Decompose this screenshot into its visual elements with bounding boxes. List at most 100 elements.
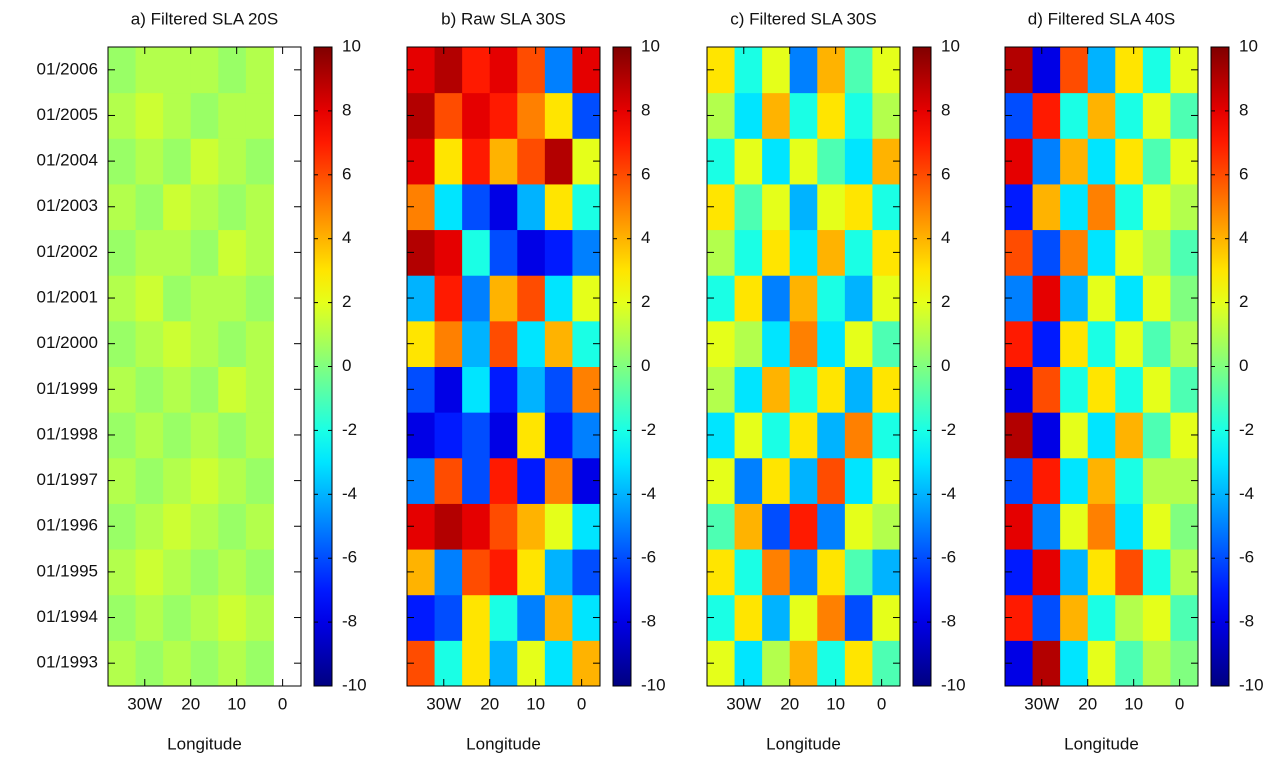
colorbar-tick-label: 4 — [941, 228, 950, 247]
heat-cell — [789, 275, 818, 322]
heat-cell — [844, 92, 873, 139]
colorbar-tick-label: 8 — [1239, 100, 1248, 119]
colorbar-tick-label: 10 — [941, 36, 960, 55]
heat-cell — [1087, 640, 1116, 687]
heat-cell — [544, 412, 573, 459]
heat-cell — [462, 640, 491, 687]
heat-cell — [1115, 412, 1144, 459]
heat-cell — [163, 320, 192, 367]
heat-cell — [1087, 320, 1116, 367]
heat-cell — [462, 183, 491, 231]
heat-cell — [762, 183, 791, 231]
heat-cell — [544, 366, 573, 413]
heat-cell — [844, 47, 873, 94]
heat-cell — [434, 138, 463, 185]
heat-cell — [190, 320, 219, 367]
heat-cell — [1142, 594, 1171, 641]
plot-frame — [706, 46, 901, 687]
heat-cell — [135, 503, 164, 550]
colorbar-tick-label: 4 — [1239, 228, 1248, 247]
heat-cell — [789, 503, 818, 550]
colorbar-tick-label: 8 — [342, 100, 351, 119]
heat-cell — [245, 229, 274, 276]
heat-cell — [489, 320, 518, 367]
heat-cell — [544, 457, 573, 504]
y-tick-label: 01/1995 — [37, 561, 98, 580]
x-tick-label: 0 — [1175, 694, 1184, 713]
heat-cell — [517, 549, 546, 596]
heat-cell — [734, 594, 763, 641]
heat-cell — [1115, 183, 1144, 231]
heat-cell — [489, 275, 518, 322]
heat-cell — [762, 92, 791, 139]
heat-cell — [734, 412, 763, 459]
heat-cell — [1115, 549, 1144, 596]
heat-cell — [462, 503, 491, 550]
heat-cell — [762, 229, 791, 276]
heat-cell — [218, 457, 247, 504]
heat-cell — [434, 183, 463, 231]
heat-cell — [218, 412, 247, 459]
heat-cell — [489, 503, 518, 550]
heat-cell — [844, 366, 873, 413]
heat-cell — [218, 275, 247, 322]
colorbar-tick-label: -10 — [641, 675, 666, 694]
heat-cell — [844, 549, 873, 596]
x-tick-label: 30W — [426, 694, 461, 713]
x-tick-label: 10 — [526, 694, 545, 713]
heat-cell — [762, 275, 791, 322]
heat-cell — [817, 183, 846, 231]
heat-cell — [1032, 640, 1061, 687]
heat-cell — [1032, 229, 1061, 276]
heat-cell — [734, 366, 763, 413]
heat-cell — [789, 594, 818, 641]
heat-cell — [1087, 549, 1116, 596]
heat-cell — [1087, 47, 1116, 94]
heat-cell — [489, 47, 518, 94]
heat-cell — [544, 275, 573, 322]
heat-cell — [489, 366, 518, 413]
heat-cell — [135, 47, 164, 94]
heat-cell — [434, 92, 463, 139]
heat-cell — [163, 594, 192, 641]
colorbar-tick-label: 4 — [641, 228, 650, 247]
heat-cell — [817, 275, 846, 322]
chart-title: c) Filtered SLA 30S — [730, 9, 876, 28]
heat-cell — [1087, 412, 1116, 459]
heat-cell — [489, 412, 518, 459]
heat-cell — [462, 138, 491, 185]
heat-cell — [1032, 47, 1061, 94]
heat-cell — [762, 640, 791, 687]
heat-cell — [734, 275, 763, 322]
heat-cell — [544, 320, 573, 367]
heat-cell — [218, 229, 247, 276]
heat-cell — [1060, 366, 1089, 413]
y-tick-label: 01/1997 — [37, 470, 98, 489]
heat-cell — [434, 229, 463, 276]
heat-cell — [1032, 549, 1061, 596]
colorbar-tick-label: 8 — [641, 100, 650, 119]
heat-cell — [462, 366, 491, 413]
heat-cell — [762, 138, 791, 185]
heat-cell — [1142, 503, 1171, 550]
chart-title: b) Raw SLA 30S — [441, 9, 566, 28]
colorbar-tick-label: 4 — [342, 228, 351, 247]
heat-cell — [434, 457, 463, 504]
colorbar-tick-label: 10 — [342, 36, 361, 55]
heat-cell — [1142, 275, 1171, 322]
heat-cell — [1087, 366, 1116, 413]
heat-cell — [245, 92, 274, 139]
heat-cell — [1032, 275, 1061, 322]
heat-cell — [734, 138, 763, 185]
plot-frame — [406, 46, 601, 687]
heat-cell — [218, 92, 247, 139]
heat-cell — [434, 503, 463, 550]
x-axis-label: Longitude — [466, 734, 541, 753]
x-tick-label: 20 — [181, 694, 200, 713]
heat-cell — [218, 503, 247, 550]
heat-cell — [734, 503, 763, 550]
x-tick-label: 30W — [1024, 694, 1059, 713]
x-tick-label: 30W — [127, 694, 162, 713]
colorbar-tick-label: -8 — [1239, 612, 1254, 631]
heat-cell — [1087, 183, 1116, 231]
